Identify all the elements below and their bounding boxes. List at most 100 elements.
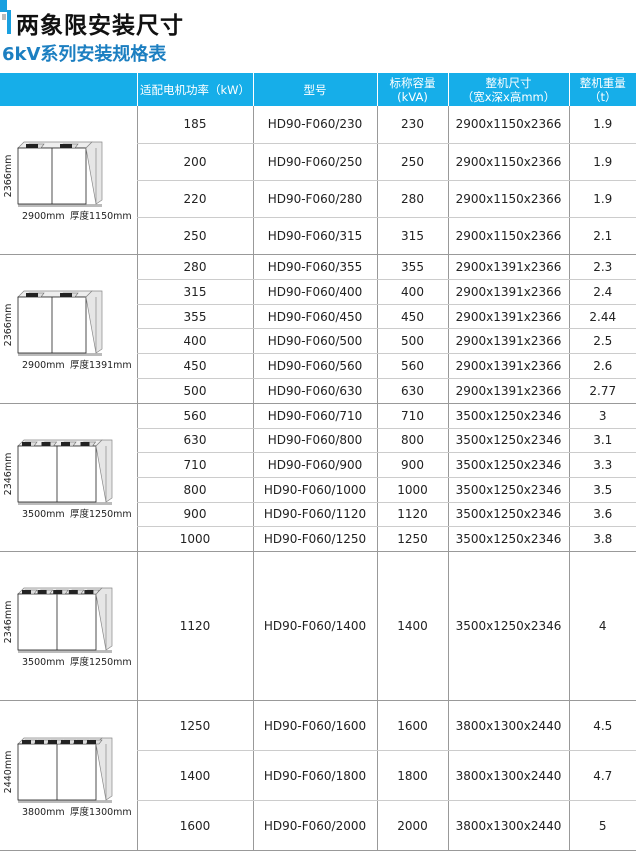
motor-power-cell: 1600 [136, 800, 253, 851]
page-title: 两象限安装尺寸 [16, 13, 184, 39]
capacity-cell: 500 [376, 328, 448, 355]
table-header: 适配电机功率（kW） 型号 标称容量 (kVA) 整机尺寸 （宽x深x高mm） 整机重量… [0, 73, 636, 106]
motor-power-cell: 630 [136, 428, 253, 454]
model-cell: HD90-F060/800 [252, 428, 377, 454]
table-row: 220 HD90-F060/280 280 2900x1150x2366 1.9 [0, 180, 636, 218]
capacity-cell: 1250 [376, 526, 448, 552]
motor-power-cell: 1400 [136, 750, 253, 801]
capacity-cell: 900 [376, 452, 448, 478]
motor-power-cell: 280 [136, 254, 253, 280]
height-label: 2366mm [3, 155, 14, 198]
weight-cell: 3.3 [568, 452, 636, 478]
table-row: 800 HD90-F060/1000 1000 3500x1250x2346 3.5 [0, 477, 636, 503]
dimensions-cell: 3800x1300x2440 [447, 750, 569, 801]
model-cell: HD90-F060/500 [252, 328, 377, 355]
depth-label: 厚度1391mm [70, 359, 132, 371]
table-row: 1600 HD90-F060/2000 2000 3800x1300x2440 5 [0, 800, 636, 851]
dimensions-cell: 2900x1391x2366 [447, 378, 569, 404]
table-row: 2346mm 3500mm 厚度1250mm 560 HD90-F060/710 710 3… [0, 403, 636, 552]
weight-cell: 2.6 [568, 353, 636, 380]
title-accent-icon [0, 0, 7, 12]
dimensions-cell: 3500x1250x2346 [447, 428, 569, 454]
weight-cell: 1.9 [568, 180, 636, 218]
model-cell: HD90-F060/1400 [252, 551, 377, 701]
motor-power-cell: 710 [136, 452, 253, 478]
header-diagram [0, 73, 137, 106]
weight-cell: 4 [568, 551, 636, 701]
model-cell: HD90-F060/280 [252, 180, 377, 218]
table-row: 2346mm 3500mm 厚度1250mm 1120 HD90-F060/1400 14… [0, 551, 636, 701]
depth-label: 厚度1250mm [70, 508, 132, 520]
cabinet-diagram-cell: 2346mm 3500mm 厚度1250mm [0, 551, 137, 701]
table-row: 200 HD90-F060/250 250 2900x1150x2366 1.9 [0, 143, 636, 181]
header-dimensions: 整机尺寸 （宽x深x高mm） [447, 73, 569, 106]
capacity-cell: 315 [376, 217, 448, 256]
model-cell: HD90-F060/1600 [252, 700, 377, 751]
motor-power-cell: 1250 [136, 700, 253, 751]
header-capacity: 标称容量 (kVA) [376, 73, 448, 106]
dimensions-cell: 3500x1250x2346 [447, 403, 569, 429]
cabinet-drawing: 2346mm 3500mm 厚度1250mm [3, 587, 132, 668]
cabinet-drawing: 2346mm 3500mm 厚度1250mm [3, 439, 132, 520]
motor-power-cell: 355 [136, 304, 253, 330]
title-accent-gray [2, 14, 6, 20]
capacity-cell: 1400 [376, 551, 448, 701]
model-cell: HD90-F060/230 [252, 106, 377, 144]
dimensions-cell: 3800x1300x2440 [447, 700, 569, 751]
motor-power-cell: 560 [136, 403, 253, 429]
dimensions-cell: 3500x1250x2346 [447, 452, 569, 478]
motor-power-cell: 200 [136, 143, 253, 181]
capacity-cell: 230 [376, 106, 448, 144]
table-row: 450 HD90-F060/560 560 2900x1391x2366 2.6 [0, 353, 636, 380]
table-row: 315 HD90-F060/400 400 2900x1391x2366 2.4 [0, 279, 636, 305]
capacity-cell: 280 [376, 180, 448, 218]
table-row: 710 HD90-F060/900 900 3500x1250x2346 3.3 [0, 452, 636, 478]
weight-cell: 3.6 [568, 502, 636, 528]
model-cell: HD90-F060/900 [252, 452, 377, 478]
height-label: 2366mm [3, 304, 14, 347]
model-cell: HD90-F060/315 [252, 217, 377, 256]
table-row: 400 HD90-F060/500 500 2900x1391x2366 2.5 [0, 328, 636, 355]
model-cell: HD90-F060/1120 [252, 502, 377, 528]
table-row: 1400 HD90-F060/1800 1800 3800x1300x2440 4.7 [0, 750, 636, 801]
capacity-cell: 710 [376, 403, 448, 429]
spec-table: 适配电机功率（kW） 型号 标称容量 (kVA) 整机尺寸 （宽x深x高mm） 整机重量… [0, 73, 636, 851]
dimensions-cell: 2900x1391x2366 [447, 328, 569, 355]
model-cell: HD90-F060/630 [252, 378, 377, 404]
model-cell: HD90-F060/355 [252, 254, 377, 280]
capacity-cell: 2000 [376, 800, 448, 851]
height-label: 2346mm [3, 453, 14, 496]
model-cell: HD90-F060/1250 [252, 526, 377, 552]
capacity-cell: 800 [376, 428, 448, 454]
header-model: 型号 [252, 73, 377, 106]
motor-power-cell: 315 [136, 279, 253, 305]
weight-cell: 4.7 [568, 750, 636, 801]
header-motor-power: 适配电机功率（kW） [136, 73, 253, 106]
cabinet-drawing: 2440mm 3800mm 厚度1300mm [3, 737, 132, 818]
weight-cell: 2.77 [568, 378, 636, 404]
width-label: 3800mm [22, 807, 65, 818]
dimensions-cell: 3500x1250x2346 [447, 477, 569, 503]
table-row: 500 HD90-F060/630 630 2900x1391x2366 2.77 [0, 378, 636, 404]
weight-cell: 3.5 [568, 477, 636, 503]
weight-cell: 2.3 [568, 254, 636, 280]
capacity-cell: 250 [376, 143, 448, 181]
table-row: 250 HD90-F060/315 315 2900x1150x2366 2.1 [0, 217, 636, 256]
table-row: 630 HD90-F060/800 800 3500x1250x2346 3.1 [0, 428, 636, 454]
dimensions-cell: 2900x1391x2366 [447, 279, 569, 305]
motor-power-cell: 800 [136, 477, 253, 503]
motor-power-cell: 500 [136, 378, 253, 404]
model-cell: HD90-F060/1800 [252, 750, 377, 801]
height-label: 2440mm [3, 751, 14, 794]
dimensions-cell: 3800x1300x2440 [447, 800, 569, 851]
cabinet-drawing: 2366mm 2900mm 厚度1150mm [3, 141, 132, 222]
weight-cell: 3 [568, 403, 636, 429]
weight-cell: 1.9 [568, 143, 636, 181]
table-row: 2366mm 2900mm 厚度1391mm 280 HD90-F060/355 355 2… [0, 254, 636, 404]
dimensions-cell: 2900x1391x2366 [447, 353, 569, 380]
motor-power-cell: 1000 [136, 526, 253, 552]
capacity-cell: 560 [376, 353, 448, 380]
dimensions-cell: 3500x1250x2346 [447, 502, 569, 528]
title-accent-bar [7, 10, 11, 34]
table-row: 2366mm 2900mm 厚度1150mm 185 HD90-F060/230 230 2… [0, 106, 636, 255]
